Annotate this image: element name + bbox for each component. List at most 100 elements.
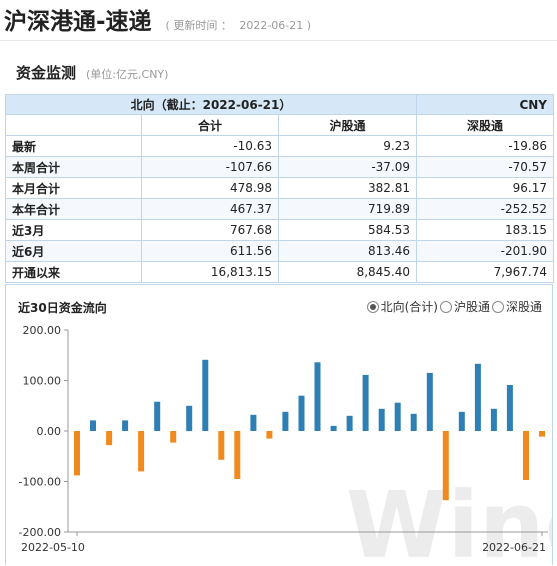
cell-total: 16,813.15 xyxy=(141,261,279,283)
x-tick-label-start: 2022-05-10 xyxy=(21,541,85,554)
cell-total: -10.63 xyxy=(141,135,279,157)
bar xyxy=(346,415,353,431)
cell-total: 478.98 xyxy=(141,177,279,199)
watermark-logo: Wind xyxy=(346,472,552,566)
y-tick-label: 200.00 xyxy=(23,324,62,337)
bar xyxy=(186,405,193,432)
table-row: 本月合计 478.98 382.81 96.17 xyxy=(5,177,554,199)
column-header-sz: 深股通 xyxy=(416,114,554,136)
table-header-currency: CNY xyxy=(416,94,554,115)
y-tick-label: 100.00 xyxy=(23,375,62,388)
chart-legend: 北向(合计) 沪股通 深股通 xyxy=(365,298,542,315)
bar xyxy=(474,363,481,431)
column-header-blank xyxy=(5,114,142,136)
bar xyxy=(218,431,225,460)
y-tick-label: -200.00 xyxy=(19,526,61,539)
bar xyxy=(490,408,497,431)
section-title: 资金监测 xyxy=(16,64,77,82)
row-label: 本年合计 xyxy=(5,198,142,220)
bar xyxy=(170,431,177,443)
page-title: 沪深港通-速递 xyxy=(4,9,152,35)
cell-sz: -19.86 xyxy=(416,135,554,157)
bar xyxy=(90,420,96,431)
chart-panel: Wind 200.00 100.00 0.00 -100.00 -200.00 2022-… xyxy=(5,284,553,566)
header-divider xyxy=(0,40,557,41)
chart-title: 近30日资金流向 xyxy=(18,301,107,315)
cell-sh: 584.53 xyxy=(278,219,417,241)
cell-sz: 183.15 xyxy=(416,219,554,241)
cell-total: 467.37 xyxy=(141,198,279,220)
row-label: 近3月 xyxy=(5,219,142,241)
row-label: 近6月 xyxy=(5,240,142,262)
cell-sz: 96.17 xyxy=(416,177,554,199)
row-label: 最新 xyxy=(5,135,142,157)
legend-option-sh[interactable]: 沪股通 xyxy=(439,298,490,315)
bar xyxy=(410,413,417,431)
y-tick-label: -100.00 xyxy=(19,476,61,489)
cell-sh: 719.89 xyxy=(278,198,417,220)
cell-total: 611.56 xyxy=(141,240,279,262)
legend-label: 北向(合计) xyxy=(380,300,438,314)
legend-option-total[interactable]: 北向(合计) xyxy=(366,298,438,315)
legend-label: 深股通 xyxy=(505,300,542,314)
cell-sh: 382.81 xyxy=(278,177,417,199)
bar xyxy=(442,431,449,501)
bar xyxy=(122,420,129,431)
bar xyxy=(426,372,433,431)
update-time: 2022-06-21 ) xyxy=(239,19,312,32)
cell-sz: -201.90 xyxy=(416,240,554,262)
bar xyxy=(282,411,289,431)
update-label: ( 更新时间 ： xyxy=(165,19,232,32)
bar xyxy=(74,431,80,476)
cell-sh: -37.09 xyxy=(278,156,417,178)
fund-flow-chart: Wind 200.00 100.00 0.00 -100.00 -200.00 2022-… xyxy=(19,324,552,566)
table-row: 本年合计 467.37 719.89 -252.52 xyxy=(5,198,554,220)
row-label: 本月合计 xyxy=(5,177,142,199)
bar xyxy=(154,401,161,431)
cell-sz: 7,967.74 xyxy=(416,261,554,283)
cell-sh: 9.23 xyxy=(278,135,417,157)
bar xyxy=(362,374,369,431)
bar xyxy=(266,431,273,439)
table-row: 近3月 767.68 584.53 183.15 xyxy=(5,219,554,241)
table-row: 近6月 611.56 813.46 -201.90 xyxy=(5,240,554,262)
table-header-main: 北向（截止：2022-06-21） xyxy=(5,94,417,115)
bar xyxy=(330,425,337,431)
table-row: 本周合计 -107.66 -37.09 -70.57 xyxy=(5,156,554,178)
bar xyxy=(394,402,401,431)
bar xyxy=(523,431,529,480)
legend-label: 沪股通 xyxy=(453,300,490,314)
section-header: 资金监测 (单位:亿元,CNY) xyxy=(16,62,168,83)
fund-flow-table: 北向（截止：2022-06-21） CNY 合计 沪股通 深股通 最新 -10.… xyxy=(5,94,554,283)
update-info: ( 更新时间 ： 2022-06-21 ) xyxy=(166,17,316,33)
bar xyxy=(539,431,545,437)
row-label: 开通以来 xyxy=(5,261,142,283)
legend-option-sz[interactable]: 深股通 xyxy=(491,298,542,315)
cell-total: -107.66 xyxy=(141,156,279,178)
bar xyxy=(378,408,385,431)
section-unit: (单位:亿元,CNY) xyxy=(86,68,169,81)
bar xyxy=(234,431,241,479)
cell-total: 767.68 xyxy=(141,219,279,241)
bar xyxy=(506,385,513,431)
bar xyxy=(458,411,465,431)
cell-sh: 8,845.40 xyxy=(278,261,417,283)
radio-icon[interactable] xyxy=(439,300,452,313)
bar xyxy=(250,414,257,431)
row-label: 本周合计 xyxy=(5,156,142,178)
bar xyxy=(106,431,113,446)
page-header: 沪深港通-速递 ( 更新时间 ： 2022-06-21 ) xyxy=(4,2,315,36)
table-row: 最新 -10.63 9.23 -19.86 xyxy=(5,135,554,157)
cell-sz: -70.57 xyxy=(416,156,554,178)
bar xyxy=(138,431,145,472)
bar xyxy=(202,359,209,431)
table-row: 开通以来 16,813.15 8,845.40 7,967.74 xyxy=(5,261,554,283)
bar xyxy=(314,362,321,431)
table-column-row: 合计 沪股通 深股通 xyxy=(5,114,554,136)
radio-selected-icon[interactable] xyxy=(366,300,379,313)
table-header-row: 北向（截止：2022-06-21） CNY xyxy=(5,94,554,115)
bar xyxy=(298,395,305,431)
cell-sh: 813.46 xyxy=(278,240,417,262)
radio-icon[interactable] xyxy=(491,300,504,313)
column-header-total: 合计 xyxy=(141,114,279,136)
